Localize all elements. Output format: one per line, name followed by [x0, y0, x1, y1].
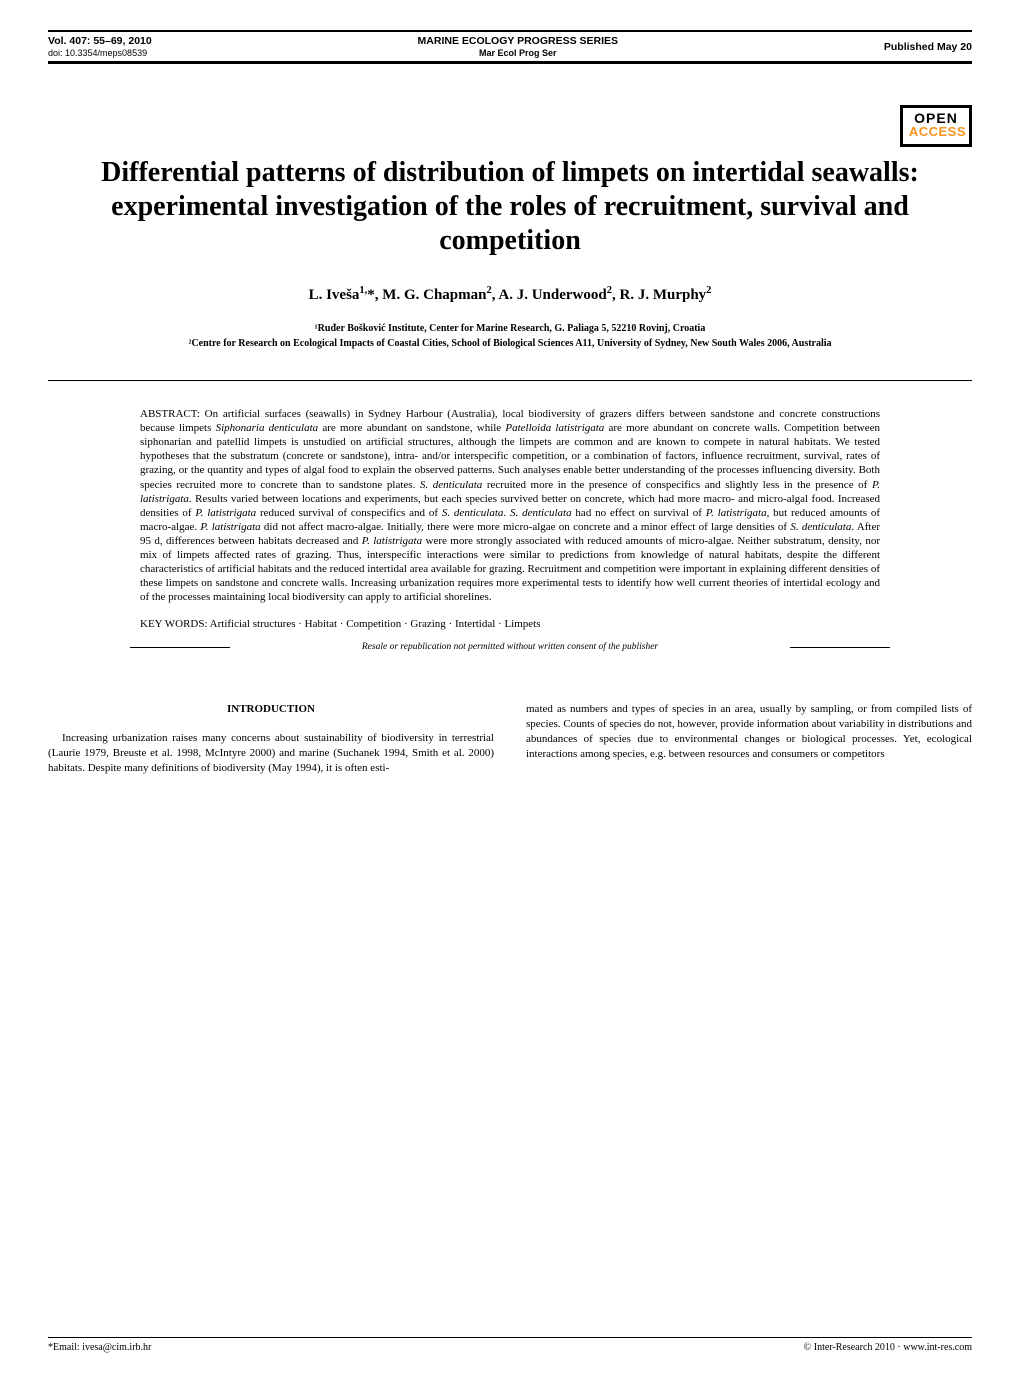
- affiliation-2: ²Centre for Research on Ecological Impac…: [95, 337, 925, 350]
- republication-notice: Resale or republication not permitted wi…: [140, 642, 880, 652]
- journal-header: Vol. 407: 55–69, 2010 doi: 10.3354/meps0…: [48, 30, 972, 62]
- header-journal-block: MARINE ECOLOGY PROGRESS SERIES Mar Ecol …: [418, 35, 619, 58]
- affiliation-1: ¹Ruđer Bošković Institute, Center for Ma…: [95, 322, 925, 335]
- journal-name: MARINE ECOLOGY PROGRESS SERIES: [418, 35, 619, 48]
- abstract-block: ABSTRACT: On artificial surfaces (seawal…: [140, 407, 880, 604]
- authors-line: L. Iveša1,*, M. G. Chapman2, A. J. Under…: [60, 285, 960, 304]
- republication-text: Resale or republication not permitted wi…: [362, 642, 658, 652]
- page-footer: *Email: ivesa@cim.irb.hr © Inter-Researc…: [48, 1337, 972, 1353]
- keywords-label: KEY WORDS:: [140, 618, 208, 630]
- access-label: ACCESS: [903, 124, 969, 139]
- published-date: Published May 20: [884, 41, 972, 53]
- introduction-heading: INTRODUCTION: [48, 702, 494, 717]
- horizontal-divider: [48, 380, 972, 381]
- left-column: INTRODUCTION Increasing urbanization rai…: [48, 702, 494, 775]
- journal-short: Mar Ecol Prog Ser: [418, 48, 619, 59]
- keywords-text: Artificial structures · Habitat · Compet…: [208, 618, 541, 630]
- header-bottom-rule: [48, 62, 972, 64]
- corresponding-email: *Email: ivesa@cim.irb.hr: [48, 1342, 151, 1353]
- body-columns: INTRODUCTION Increasing urbanization rai…: [48, 702, 972, 775]
- abstract-text: On artificial surfaces (seawalls) in Syd…: [140, 408, 880, 603]
- abstract-label: ABSTRACT:: [140, 408, 200, 420]
- intro-para-right: mated as numbers and types of species in…: [526, 702, 972, 761]
- doi-line: doi: 10.3354/meps08539: [48, 48, 152, 59]
- article-title: Differential patterns of distribution of…: [60, 156, 960, 257]
- volume-line: Vol. 407: 55–69, 2010: [48, 35, 152, 48]
- keywords-block: KEY WORDS: Artificial structures · Habit…: [140, 618, 880, 630]
- header-volume-block: Vol. 407: 55–69, 2010 doi: 10.3354/meps0…: [48, 35, 152, 58]
- open-access-badge: OPEN ACCESS: [900, 105, 972, 147]
- copyright-notice: © Inter-Research 2010 · www.int-res.com: [804, 1342, 972, 1353]
- right-column: mated as numbers and types of species in…: [526, 702, 972, 775]
- intro-para-left: Increasing urbanization raises many conc…: [48, 731, 494, 776]
